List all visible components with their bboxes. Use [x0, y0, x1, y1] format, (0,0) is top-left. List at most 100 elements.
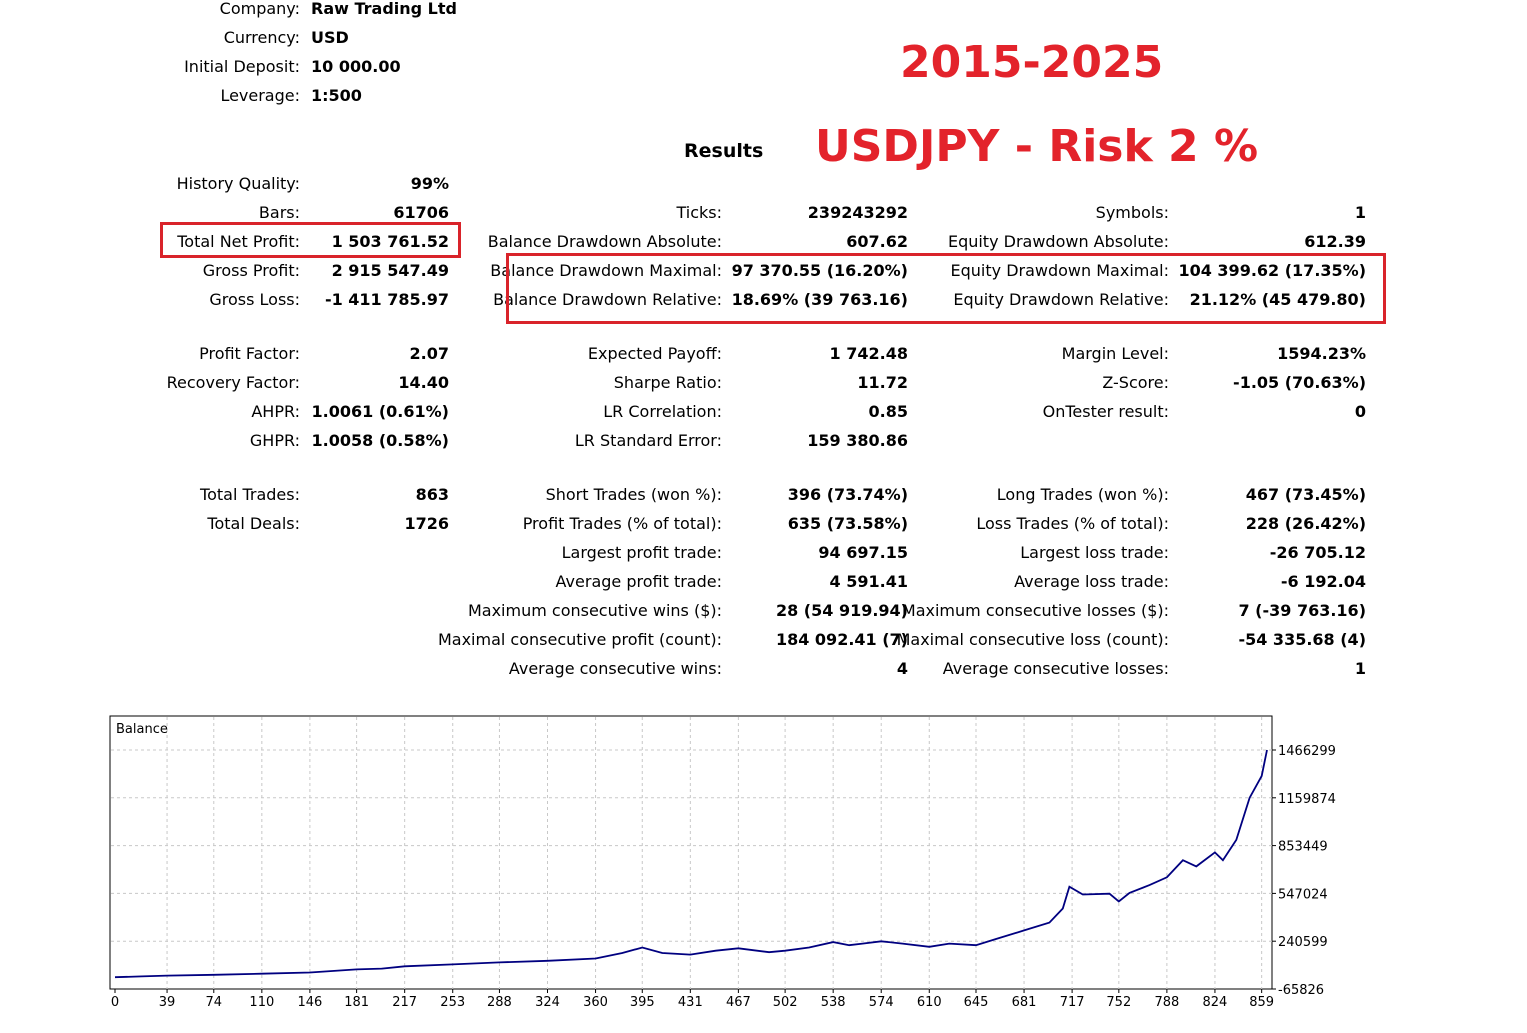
x-tick-label: 788	[1154, 995, 1179, 1010]
x-tick-label: 253	[440, 995, 465, 1010]
col2-label: Balance Drawdown Absolute:	[487, 232, 722, 251]
col3-value: -54 335.68 (4)	[1238, 630, 1366, 649]
col3-value: 7 (-39 763.16)	[1238, 601, 1366, 620]
x-tick-label: 824	[1203, 995, 1228, 1010]
x-tick-label: 467	[726, 995, 751, 1010]
col3-value: 228 (26.42%)	[1245, 514, 1366, 533]
col2-value: 97 370.55 (16.20%)	[731, 261, 908, 280]
annotation-subtitle: USDJPY - Risk 2 %	[815, 121, 1259, 172]
x-tick-label: 0	[111, 995, 119, 1010]
highlight-net-profit	[160, 222, 461, 258]
col1-label: Bars:	[258, 203, 300, 222]
x-tick-label: 538	[821, 995, 846, 1010]
col1-value: 14.40	[398, 373, 449, 392]
col2-label: Maximum consecutive wins ($):	[467, 601, 722, 620]
col3-label: Equity Drawdown Maximal:	[950, 261, 1169, 280]
col2-value: 396 (73.74%)	[787, 485, 908, 504]
col1-value: 1.0061 (0.61%)	[311, 402, 449, 421]
y-tick-label: 547024	[1278, 887, 1328, 902]
balance-line	[114, 749, 1268, 979]
col2-value: 184 092.41 (7)	[775, 630, 908, 649]
col3-value: 21.12% (45 479.80)	[1189, 290, 1366, 309]
col1-label: Total Net Profit:	[177, 232, 300, 251]
x-tick-label: 859	[1249, 995, 1274, 1010]
col3-label: Loss Trades (% of total):	[976, 514, 1169, 533]
col3-value: 467 (73.45%)	[1245, 485, 1366, 504]
col3-label: Equity Drawdown Absolute:	[947, 232, 1169, 251]
chart-frame	[109, 715, 1273, 990]
col3-label: Maximum consecutive losses ($):	[901, 601, 1169, 620]
col3-label: Z-Score:	[1102, 373, 1169, 392]
annotation-years: 2015-2025	[900, 37, 1164, 88]
col3-label: OnTester result:	[1042, 402, 1169, 421]
col2-value: 0.85	[868, 402, 908, 421]
col1-label: Recovery Factor:	[166, 373, 300, 392]
col1-label: Profit Factor:	[199, 344, 300, 363]
col3-value: 0	[1354, 402, 1366, 421]
col2-value: 18.69% (39 763.16)	[731, 290, 908, 309]
col1-label: Gross Profit:	[202, 261, 300, 280]
col3-label: Symbols:	[1095, 203, 1169, 222]
y-tick-label: 1159874	[1278, 792, 1336, 807]
col2-label: Balance Drawdown Relative:	[493, 290, 722, 309]
col3-value: 612.39	[1304, 232, 1366, 251]
col1-value: 2 915 547.49	[331, 261, 449, 280]
col2-label: Maximal consecutive profit (count):	[437, 630, 722, 649]
col1-value: 99%	[410, 174, 449, 193]
x-tick-label: 752	[1106, 995, 1131, 1010]
col3-value: 1	[1354, 203, 1366, 222]
x-tick-label: 217	[392, 995, 417, 1010]
col3-value: -26 705.12	[1269, 543, 1366, 562]
col1-value: 1726	[404, 514, 449, 533]
y-tick-label: -65826	[1278, 983, 1324, 998]
col3-label: Long Trades (won %):	[996, 485, 1169, 504]
col3-label: Margin Level:	[1061, 344, 1169, 363]
col3-value: 104 399.62 (17.35%)	[1178, 261, 1366, 280]
col2-label: Average profit trade:	[555, 572, 722, 591]
col1-label: Total Trades:	[200, 485, 300, 504]
col2-label: Profit Trades (% of total):	[522, 514, 722, 533]
x-tick-label: 645	[964, 995, 989, 1010]
col2-value: 635 (73.58%)	[787, 514, 908, 533]
y-tick-label: 853449	[1278, 840, 1328, 855]
x-tick-label: 360	[583, 995, 608, 1010]
col3-label: Average consecutive losses:	[942, 659, 1169, 678]
col3-value: 1594.23%	[1277, 344, 1366, 363]
col2-value: 607.62	[846, 232, 908, 251]
col2-label: LR Standard Error:	[574, 431, 722, 450]
leverage-label: Leverage:	[220, 86, 300, 105]
col2-value: 28 (54 919.94)	[775, 601, 908, 620]
x-tick-label: 110	[249, 995, 274, 1010]
x-tick-label: 39	[159, 995, 176, 1010]
col1-label: Gross Loss:	[209, 290, 300, 309]
chart-title: Balance	[116, 722, 168, 737]
col1-value: 1 503 761.52	[331, 232, 449, 251]
col2-label: Sharpe Ratio:	[613, 373, 722, 392]
results-title: Results	[684, 140, 764, 162]
col1-value: 61706	[393, 203, 449, 222]
col2-value: 4	[896, 659, 908, 678]
col2-label: Largest profit trade:	[561, 543, 722, 562]
col1-value: 2.07	[409, 344, 449, 363]
currency-label: Currency:	[223, 28, 300, 47]
col1-label: GHPR:	[249, 431, 300, 450]
col1-value: 863	[415, 485, 449, 504]
x-tick-label: 395	[630, 995, 655, 1010]
col2-value: 4 591.41	[829, 572, 908, 591]
col2-label: Balance Drawdown Maximal:	[490, 261, 722, 280]
x-tick-label: 288	[487, 995, 512, 1010]
col2-label: LR Correlation:	[603, 402, 722, 421]
col2-value: 159 380.86	[807, 431, 908, 450]
col1-label: Total Deals:	[207, 514, 300, 533]
col1-label: AHPR:	[251, 402, 300, 421]
x-tick-label: 681	[1012, 995, 1037, 1010]
col2-label: Expected Payoff:	[587, 344, 722, 363]
x-tick-label: 74	[206, 995, 223, 1010]
col3-value: -1.05 (70.63%)	[1233, 373, 1366, 392]
col3-label: Largest loss trade:	[1020, 543, 1169, 562]
x-tick-label: 146	[297, 995, 322, 1010]
col2-label: Average consecutive wins:	[508, 659, 722, 678]
col3-label: Average loss trade:	[1014, 572, 1169, 591]
col1-value: -1 411 785.97	[324, 290, 449, 309]
